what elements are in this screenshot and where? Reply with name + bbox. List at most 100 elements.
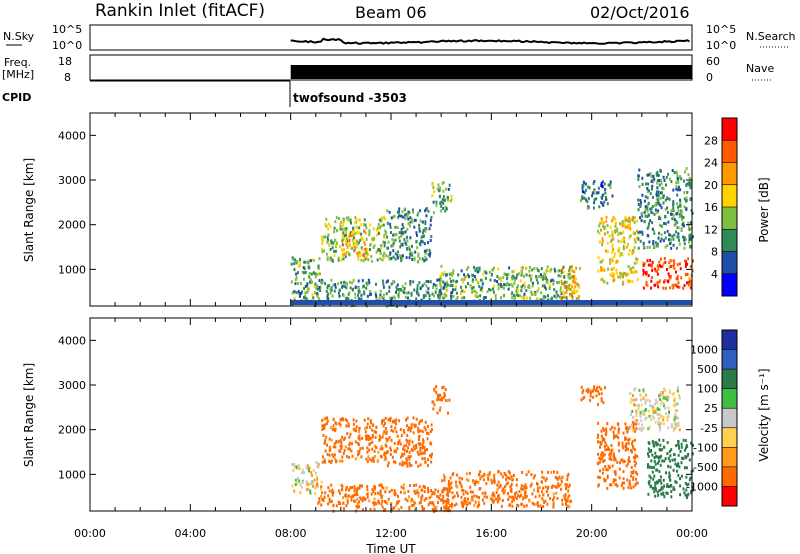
data-cell <box>382 254 385 257</box>
data-cell <box>511 277 514 281</box>
data-cell <box>639 230 641 234</box>
data-cell <box>630 474 633 478</box>
data-cell <box>444 399 447 402</box>
data-cell <box>342 253 344 257</box>
data-cell <box>662 239 665 243</box>
data-cell <box>689 476 692 480</box>
data-cell <box>490 272 493 276</box>
data-cell <box>523 292 526 296</box>
data-cell <box>595 394 598 398</box>
data-cell <box>583 191 586 195</box>
data-cell <box>378 218 381 222</box>
data-cell <box>662 438 665 442</box>
data-region <box>596 420 639 490</box>
data-cell <box>587 185 590 189</box>
data-cell <box>355 504 358 508</box>
data-cell <box>635 481 638 485</box>
data-cell <box>363 218 366 222</box>
data-cell <box>428 294 431 297</box>
data-cell <box>419 209 422 213</box>
data-cell <box>565 296 568 300</box>
data-cell <box>675 422 678 426</box>
data-cell <box>669 286 672 290</box>
data-cell <box>490 297 493 301</box>
data-cell <box>349 486 352 490</box>
data-cell <box>622 446 625 450</box>
data-cell <box>680 177 683 181</box>
data-cell <box>581 184 584 187</box>
data-cell <box>478 503 481 507</box>
data-cell <box>664 260 667 264</box>
data-cell <box>599 457 602 461</box>
data-cell <box>400 434 403 438</box>
data-cell <box>611 272 614 276</box>
data-cell <box>478 487 481 490</box>
data-cell <box>328 448 331 452</box>
data-cell <box>689 280 692 284</box>
data-cell <box>621 458 624 462</box>
data-cell <box>515 478 518 482</box>
data-cell <box>345 424 348 428</box>
data-cell <box>400 243 402 247</box>
data-cell <box>625 447 628 451</box>
data-cell <box>685 446 687 450</box>
data-cell <box>672 243 675 247</box>
data-cell <box>334 285 337 289</box>
colorbar-tick-label: 16 <box>704 201 718 214</box>
data-cell <box>632 251 635 255</box>
data-cell <box>600 434 603 438</box>
data-cell <box>339 245 341 248</box>
data-cell <box>510 495 513 499</box>
data-cell <box>439 493 442 497</box>
data-cell <box>358 505 360 509</box>
data-cell <box>664 236 667 240</box>
data-cell <box>360 293 363 297</box>
data-cell <box>410 253 412 257</box>
data-cell <box>463 277 466 281</box>
data-cell <box>666 244 669 247</box>
data-cell <box>457 494 459 498</box>
data-cell <box>390 282 393 286</box>
colorbar-swatch <box>722 486 737 506</box>
data-cell <box>381 499 384 503</box>
data-cell <box>438 189 441 193</box>
data-cell <box>614 229 617 233</box>
data-cell <box>469 285 472 289</box>
data-cell <box>473 494 476 498</box>
data-cell <box>366 460 369 464</box>
data-cell <box>313 271 315 275</box>
data-cell <box>397 440 400 444</box>
data-cell <box>667 414 670 418</box>
data-cell <box>423 498 426 502</box>
data-cell <box>361 237 364 241</box>
data-cell <box>493 494 496 498</box>
data-cell <box>309 259 312 263</box>
data-cell <box>395 285 398 289</box>
data-cell <box>518 294 521 298</box>
data-cell <box>658 408 661 412</box>
data-cell <box>366 495 369 499</box>
data-cell <box>613 279 615 282</box>
data-cell <box>438 289 441 293</box>
data-cell <box>669 465 672 469</box>
data-cell <box>481 491 484 495</box>
data-cell <box>357 287 360 291</box>
data-cell <box>354 216 357 220</box>
data-cell <box>635 471 638 474</box>
data-cell <box>605 197 608 201</box>
data-cell <box>667 220 670 224</box>
data-cell <box>377 491 380 495</box>
data-cell <box>597 191 600 195</box>
data-cell <box>685 199 687 203</box>
data-cell <box>291 291 294 295</box>
data-cell <box>510 474 513 478</box>
data-cell <box>417 438 420 441</box>
data-cell <box>389 251 392 255</box>
data-cell <box>629 267 632 271</box>
data-cell <box>567 287 570 291</box>
data-cell <box>383 458 386 462</box>
data-cell <box>477 295 479 299</box>
data-cell <box>336 229 339 232</box>
data-cell <box>653 229 656 233</box>
data-cell <box>370 421 372 425</box>
